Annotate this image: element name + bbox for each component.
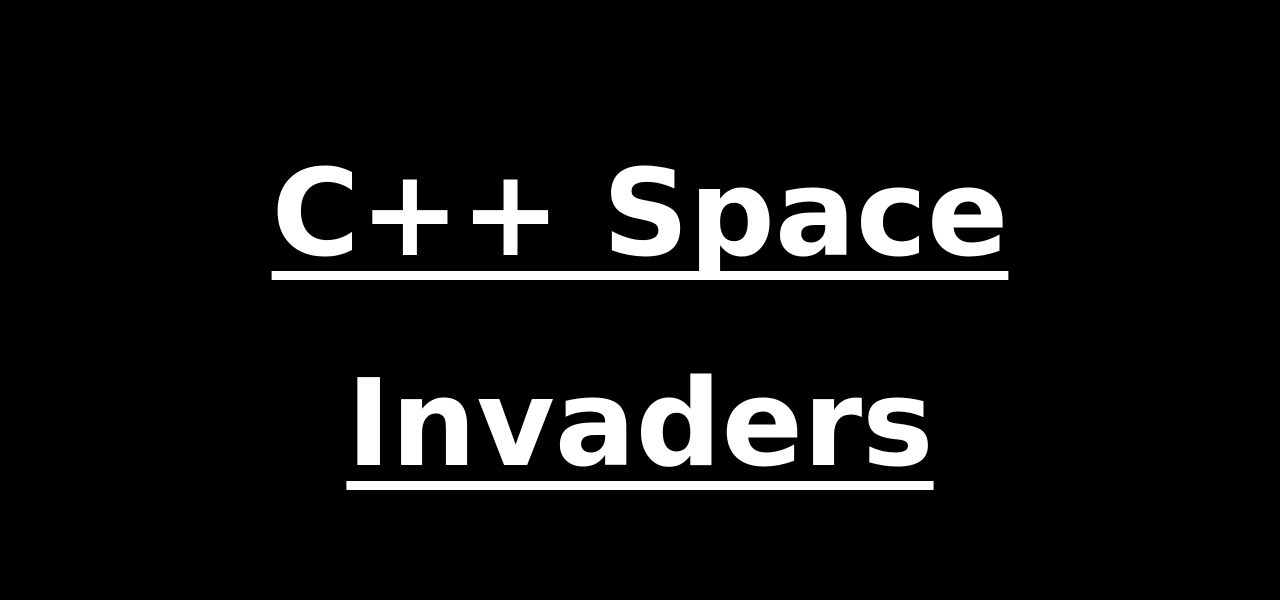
title-line-2: Invaders bbox=[0, 365, 1280, 485]
title-text-2: Invaders bbox=[346, 355, 934, 494]
title-line-1: C++ Space bbox=[0, 155, 1280, 275]
title-text-1: C++ Space bbox=[271, 145, 1009, 284]
